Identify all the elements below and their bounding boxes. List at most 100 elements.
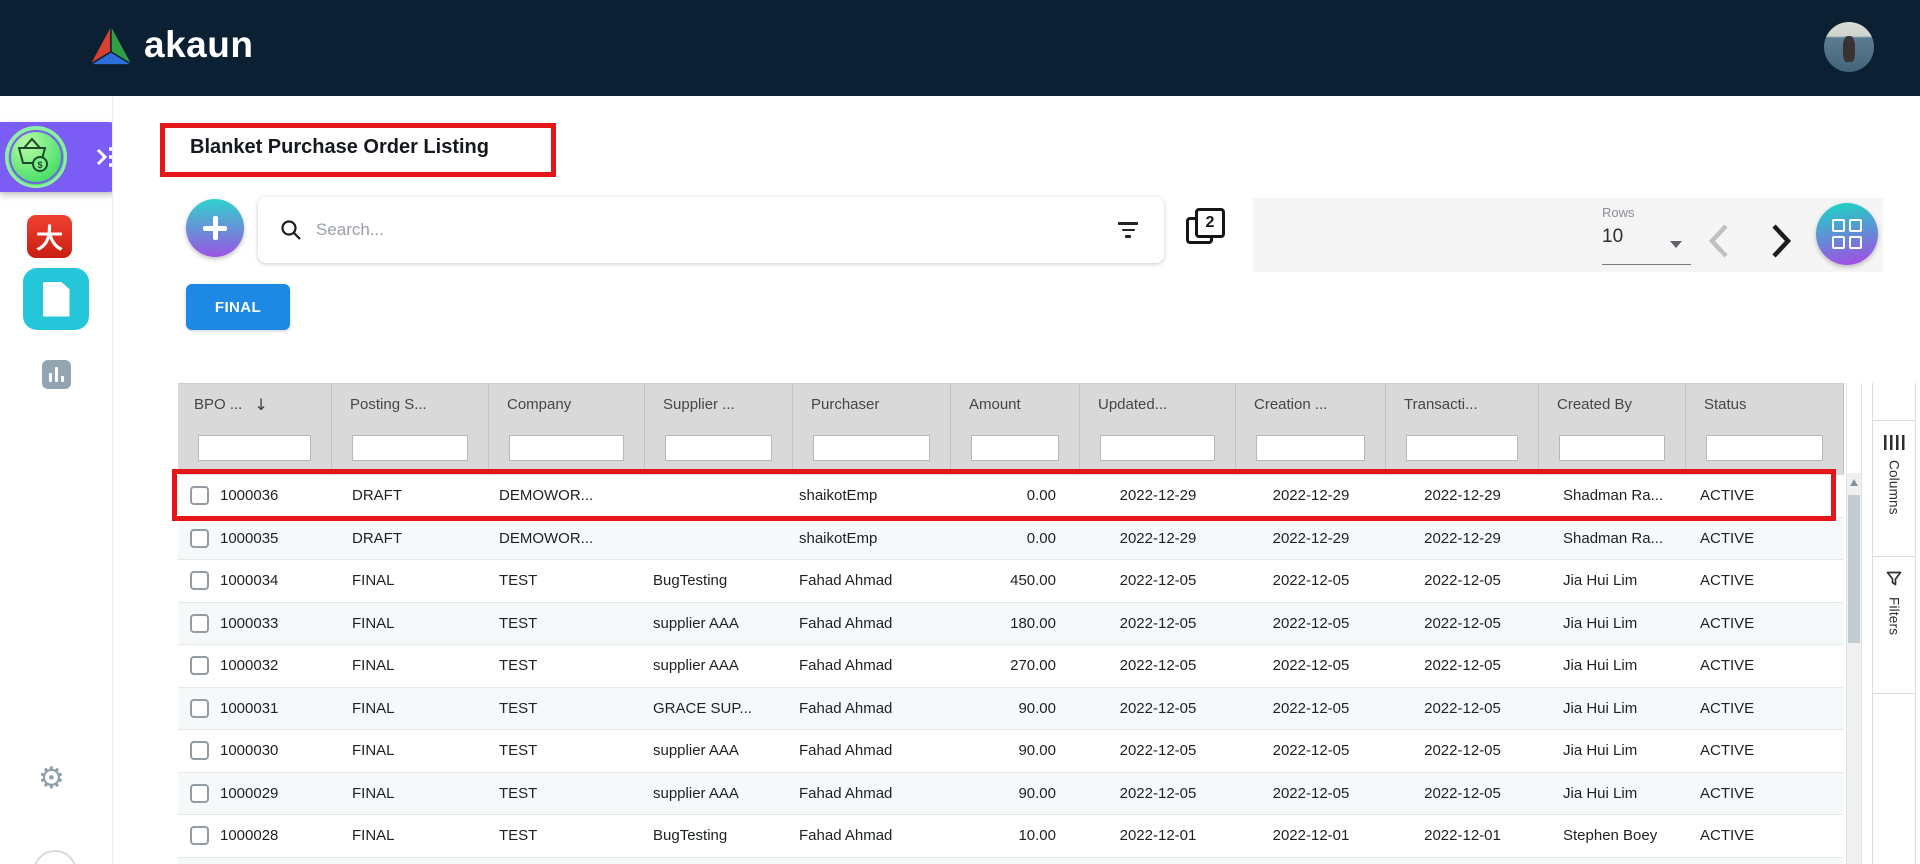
chevron-down-icon bbox=[1670, 241, 1682, 248]
table-row-partial[interactable] bbox=[178, 857, 1844, 864]
settings-gear-icon[interactable]: ⚙ bbox=[38, 761, 65, 796]
filter-input-posting[interactable] bbox=[352, 435, 468, 461]
column-header-bpo[interactable]: BPO ... ↓ bbox=[178, 384, 332, 425]
cell-updated: 2022-12-05 bbox=[1119, 657, 1197, 675]
cell-creation: 2022-12-05 bbox=[1272, 699, 1350, 717]
svg-text:$: $ bbox=[37, 160, 42, 170]
column-header-company[interactable]: Company bbox=[489, 384, 645, 425]
cell-posting: DRAFT bbox=[352, 487, 402, 505]
cell-transaction: 2022-12-05 bbox=[1424, 657, 1501, 675]
filter-input-creation[interactable] bbox=[1256, 435, 1365, 461]
duplicate-view-button[interactable]: 2 bbox=[1183, 206, 1229, 252]
cell-purchaser: Fahad Ahmad bbox=[799, 827, 893, 845]
filter-input-amount[interactable] bbox=[971, 435, 1059, 461]
cell-updated: 2022-12-05 bbox=[1119, 742, 1197, 760]
column-header-created-by[interactable]: Created By bbox=[1539, 384, 1686, 425]
column-header-purchaser[interactable]: Purchaser bbox=[793, 384, 951, 425]
column-header-supplier[interactable]: Supplier ... bbox=[645, 384, 793, 425]
filter-input-created-by[interactable] bbox=[1559, 435, 1665, 461]
cell-created-by: Shadman Ra... bbox=[1563, 529, 1664, 547]
cell-amount: 90.00 bbox=[1018, 784, 1056, 802]
tab-columns[interactable]: Columns bbox=[1873, 420, 1915, 557]
row-checkbox[interactable] bbox=[190, 613, 209, 633]
table-row[interactable]: 1000035 DRAFT DEMOWOR... shaikotEmp 0.00… bbox=[178, 517, 1844, 560]
user-avatar[interactable] bbox=[1824, 22, 1874, 72]
cell-amount: 180.00 bbox=[1010, 614, 1056, 632]
table-row[interactable]: 1000032 FINAL TEST supplier AAA Fahad Ah… bbox=[178, 645, 1844, 688]
column-header-transaction[interactable]: Transacti... bbox=[1386, 384, 1539, 425]
filter-list-icon[interactable] bbox=[1114, 218, 1142, 242]
grid-view-button[interactable] bbox=[1816, 203, 1878, 265]
column-header-creation[interactable]: Creation ... bbox=[1236, 384, 1386, 425]
cell-creation: 2022-12-05 bbox=[1272, 784, 1350, 802]
table-row[interactable]: 1000036 DRAFT DEMOWOR... shaikotEmp 0.00… bbox=[178, 475, 1844, 518]
filter-input-bpo[interactable] bbox=[198, 435, 311, 461]
row-checkbox[interactable] bbox=[190, 783, 209, 803]
cell-company: TEST bbox=[499, 614, 538, 632]
cell-purchaser: Fahad Ahmad bbox=[799, 699, 893, 717]
cell-posting: FINAL bbox=[352, 784, 395, 802]
cell-transaction: 2022-12-05 bbox=[1424, 614, 1501, 632]
table-row[interactable]: 1000031 FINAL TEST GRACE SUP... Fahad Ah… bbox=[178, 687, 1844, 730]
cell-amount: 0.00 bbox=[1026, 529, 1056, 547]
cell-creation: 2022-12-01 bbox=[1272, 827, 1350, 845]
scrollbar-thumb[interactable] bbox=[1848, 495, 1860, 643]
cell-status: ACTIVE bbox=[1700, 784, 1755, 802]
column-header-posting[interactable]: Posting S... bbox=[332, 384, 489, 425]
prev-page-button[interactable] bbox=[1706, 222, 1732, 260]
active-app-menu[interactable]: $ bbox=[0, 122, 112, 192]
cell-supplier: supplier AAA bbox=[653, 614, 739, 632]
purchase-app-icon[interactable] bbox=[5, 126, 67, 188]
reports-app-icon[interactable] bbox=[42, 360, 71, 389]
cell-company: TEST bbox=[499, 784, 538, 802]
filter-input-purchaser[interactable] bbox=[813, 435, 930, 461]
filter-input-supplier[interactable] bbox=[665, 435, 772, 461]
sort-desc-icon[interactable]: ↓ bbox=[254, 395, 268, 414]
row-checkbox[interactable] bbox=[190, 571, 209, 591]
table-row[interactable]: 1000033 FINAL TEST supplier AAA Fahad Ah… bbox=[178, 602, 1844, 645]
filter-input-company[interactable] bbox=[509, 435, 624, 461]
cell-updated: 2022-12-05 bbox=[1119, 784, 1197, 802]
search-input[interactable] bbox=[314, 219, 1102, 241]
cell-bpo: 1000030 bbox=[220, 742, 279, 760]
cell-company: DEMOWOR... bbox=[499, 529, 594, 547]
filter-input-status[interactable] bbox=[1706, 435, 1823, 461]
table-row[interactable]: 1000028 FINAL TEST BugTesting Fahad Ahma… bbox=[178, 815, 1844, 858]
rows-per-page-select[interactable]: Rows 10 bbox=[1602, 198, 1698, 272]
cell-bpo: 1000032 bbox=[220, 657, 279, 675]
row-checkbox[interactable] bbox=[190, 826, 209, 846]
tab-filters[interactable]: Filters bbox=[1873, 557, 1915, 694]
row-checkbox[interactable] bbox=[190, 528, 209, 548]
scroll-up-arrow-icon[interactable] bbox=[1850, 479, 1858, 486]
final-filter-button[interactable]: FINAL bbox=[186, 284, 290, 330]
column-header-status[interactable]: Status bbox=[1686, 384, 1844, 425]
cell-amount: 90.00 bbox=[1018, 699, 1056, 717]
row-checkbox[interactable] bbox=[190, 741, 209, 761]
grid-side-panel: Columns Filters bbox=[1872, 383, 1916, 864]
cell-amount: 270.00 bbox=[1010, 657, 1056, 675]
filter-input-transaction[interactable] bbox=[1406, 435, 1518, 461]
table-scrollbar[interactable] bbox=[1846, 383, 1862, 864]
next-page-button[interactable] bbox=[1768, 222, 1794, 260]
table-row[interactable]: 1000030 FINAL TEST supplier AAA Fahad Ah… bbox=[178, 730, 1844, 773]
document-icon bbox=[42, 281, 70, 317]
menu-open-icon bbox=[96, 147, 112, 167]
cell-posting: FINAL bbox=[352, 827, 395, 845]
row-checkbox[interactable] bbox=[190, 656, 209, 676]
cell-creation: 2022-12-29 bbox=[1272, 529, 1350, 547]
row-checkbox[interactable] bbox=[190, 698, 209, 718]
red-app-icon[interactable]: 大 bbox=[27, 215, 72, 258]
documents-app-icon[interactable] bbox=[23, 268, 89, 330]
column-header-amount[interactable]: Amount bbox=[951, 384, 1080, 425]
cell-created-by: Jia Hui Lim bbox=[1563, 742, 1638, 760]
column-header-updated[interactable]: Updated... bbox=[1080, 384, 1236, 425]
row-checkbox[interactable] bbox=[190, 486, 209, 506]
red-app-glyph: 大 bbox=[36, 224, 63, 254]
filter-input-updated[interactable] bbox=[1100, 435, 1215, 461]
add-button[interactable] bbox=[186, 199, 244, 257]
table-row[interactable]: 1000034 FINAL TEST BugTesting Fahad Ahma… bbox=[178, 560, 1844, 603]
cell-purchaser: shaikotEmp bbox=[799, 487, 878, 505]
cell-company: TEST bbox=[499, 742, 538, 760]
table-row[interactable]: 1000029 FINAL TEST supplier AAA Fahad Ah… bbox=[178, 772, 1844, 815]
search-bar bbox=[258, 197, 1164, 263]
